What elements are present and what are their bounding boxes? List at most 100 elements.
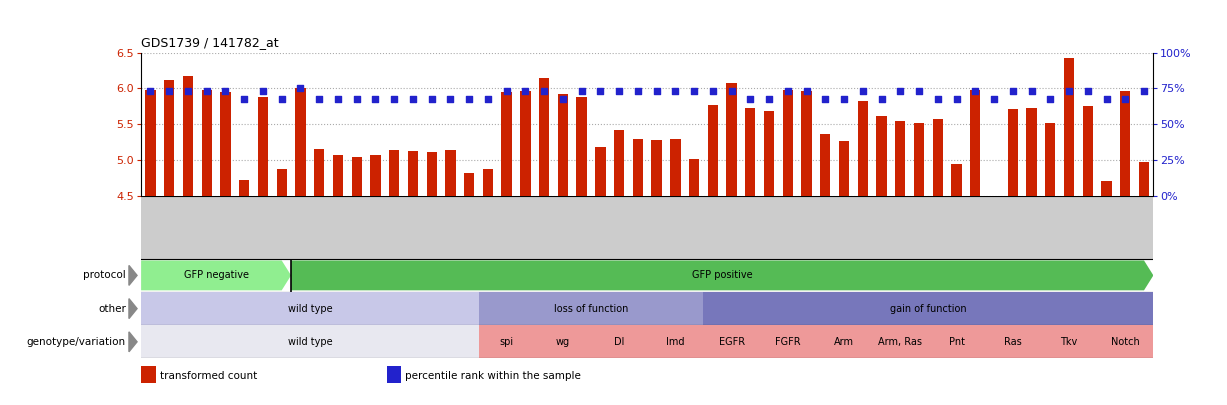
Point: [891, 87, 910, 94]
Point: [216, 87, 236, 94]
Bar: [726, 83, 736, 196]
Point: [685, 87, 704, 94]
Bar: [1082, 106, 1093, 196]
Bar: [872, 325, 929, 358]
Text: FGFR: FGFR: [775, 337, 801, 347]
Bar: [929, 325, 984, 358]
Point: [703, 87, 723, 94]
Bar: [502, 92, 512, 196]
Text: Notch: Notch: [1110, 337, 1140, 347]
Text: gain of function: gain of function: [890, 304, 967, 313]
Point: [647, 87, 666, 94]
Bar: [648, 325, 703, 358]
Bar: [427, 151, 437, 196]
Point: [947, 96, 967, 102]
Text: percentile rank within the sample: percentile rank within the sample: [405, 371, 580, 381]
Point: [553, 96, 573, 102]
Text: protocol: protocol: [83, 271, 126, 280]
Point: [1097, 96, 1117, 102]
Text: Imd: Imd: [666, 337, 685, 347]
Bar: [816, 325, 872, 358]
Point: [347, 96, 367, 102]
Polygon shape: [129, 298, 137, 319]
Point: [1059, 87, 1079, 94]
Point: [1079, 87, 1098, 94]
Bar: [595, 147, 606, 196]
Bar: [201, 90, 212, 196]
Point: [178, 87, 198, 94]
Point: [253, 87, 272, 94]
Point: [741, 96, 761, 102]
Bar: [951, 164, 962, 196]
Point: [328, 96, 347, 102]
Text: Ras: Ras: [1004, 337, 1022, 347]
Text: spi: spi: [499, 337, 514, 347]
Bar: [141, 292, 479, 325]
Polygon shape: [141, 260, 291, 290]
Bar: [876, 116, 887, 196]
Bar: [1120, 92, 1130, 196]
Bar: [351, 157, 362, 196]
Bar: [1064, 58, 1074, 196]
Point: [534, 87, 553, 94]
Bar: [141, 366, 156, 384]
Point: [272, 96, 292, 102]
Point: [1002, 87, 1022, 94]
Bar: [145, 90, 156, 196]
Bar: [1040, 325, 1097, 358]
Bar: [221, 92, 231, 196]
Point: [234, 96, 254, 102]
Bar: [933, 119, 944, 196]
Bar: [703, 292, 1153, 325]
Bar: [1045, 123, 1055, 196]
Bar: [558, 94, 568, 196]
Bar: [896, 121, 906, 196]
Bar: [760, 325, 816, 358]
Bar: [183, 76, 193, 196]
Text: loss of function: loss of function: [553, 304, 628, 313]
Point: [440, 96, 460, 102]
Bar: [703, 325, 760, 358]
Point: [422, 96, 442, 102]
Point: [984, 96, 1004, 102]
Bar: [479, 292, 703, 325]
Point: [816, 96, 836, 102]
Text: Arm, Ras: Arm, Ras: [879, 337, 923, 347]
Bar: [984, 325, 1040, 358]
Polygon shape: [129, 265, 137, 286]
Bar: [387, 366, 401, 384]
Bar: [914, 123, 924, 196]
Bar: [407, 151, 418, 196]
Bar: [614, 130, 625, 196]
Bar: [745, 108, 756, 196]
Point: [928, 96, 947, 102]
Point: [590, 87, 610, 94]
Text: Tkv: Tkv: [1060, 337, 1077, 347]
Point: [1040, 96, 1060, 102]
Point: [834, 96, 854, 102]
Point: [796, 87, 816, 94]
Bar: [314, 149, 324, 196]
Polygon shape: [129, 332, 137, 352]
Bar: [708, 105, 718, 196]
Bar: [783, 90, 793, 196]
Point: [291, 85, 310, 91]
Text: wild type: wild type: [287, 337, 333, 347]
Point: [966, 87, 985, 94]
Text: EGFR: EGFR: [719, 337, 745, 347]
Bar: [633, 139, 643, 196]
Text: GFP positive: GFP positive: [692, 271, 752, 280]
Bar: [141, 325, 479, 358]
Text: wg: wg: [556, 337, 571, 347]
Bar: [801, 91, 812, 196]
Text: GFP negative: GFP negative: [184, 271, 249, 280]
Bar: [520, 91, 530, 196]
Text: Pnt: Pnt: [948, 337, 964, 347]
Bar: [389, 150, 399, 196]
Point: [1115, 96, 1135, 102]
Bar: [688, 159, 699, 196]
Point: [610, 87, 629, 94]
Bar: [539, 78, 550, 196]
Point: [497, 87, 517, 94]
Point: [196, 87, 216, 94]
